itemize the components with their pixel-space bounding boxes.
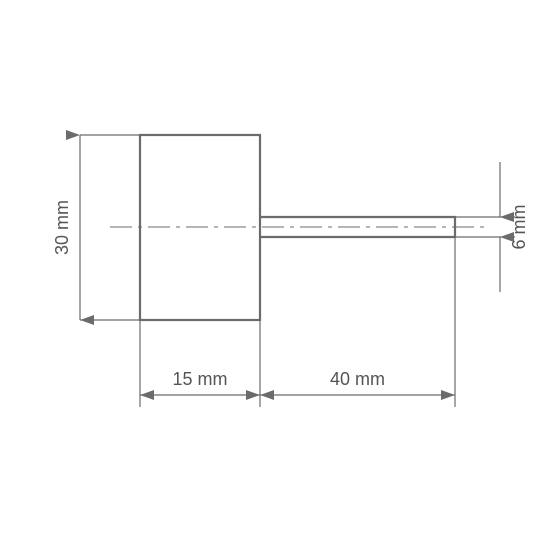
dim-label-head-width: 15 mm xyxy=(172,369,227,389)
dimension-diagram: 30 mm 15 mm 40 mm 6 mm xyxy=(0,0,560,560)
dim-label-height: 30 mm xyxy=(52,200,72,255)
dim-label-shaft-length: 40 mm xyxy=(330,369,385,389)
dim-label-shaft-dia: 6 mm xyxy=(509,205,529,250)
